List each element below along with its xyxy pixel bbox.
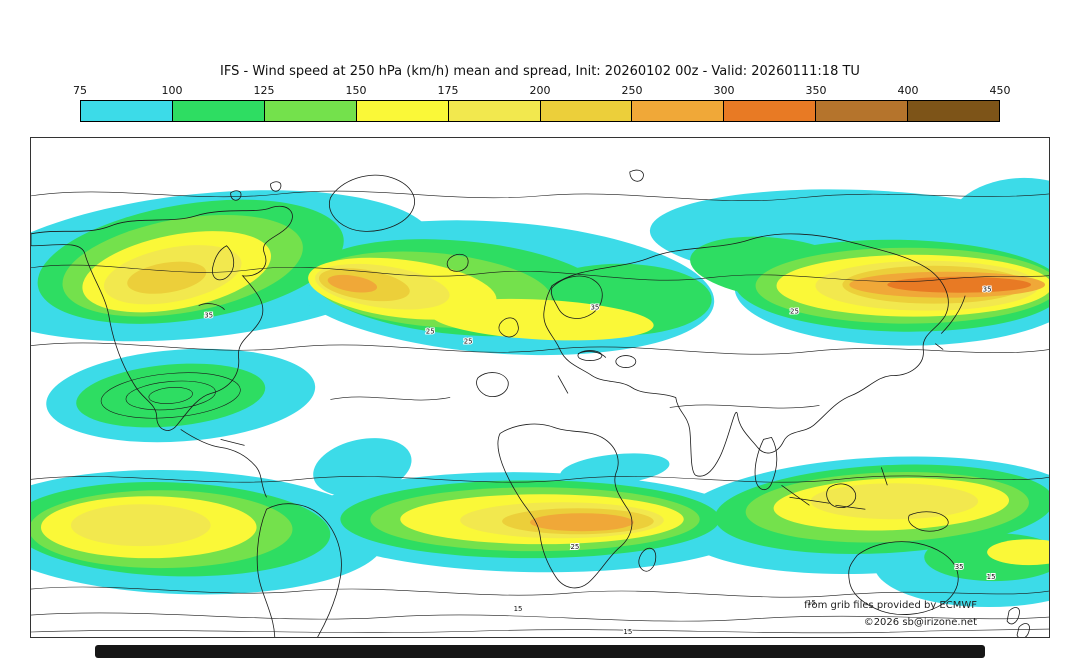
- colorbar-ticks: 75 100 125 150 175 200 250 300 350 400 450: [73, 84, 1011, 98]
- colorbar-segment: [172, 101, 265, 121]
- colorbar-tick-label: 175: [437, 84, 459, 97]
- colorbar-segment: [356, 101, 449, 121]
- colorbar-tick-label: 250: [621, 84, 643, 97]
- coastlines: [31, 169, 1030, 637]
- colorbar-tick-label: 450: [989, 84, 1011, 97]
- contour-label: 15: [623, 628, 632, 636]
- colorbar-segment: [540, 101, 633, 121]
- wind-speed-fills: [31, 177, 1049, 608]
- contour-label: 15: [514, 605, 523, 613]
- colorbar-segment: [816, 101, 909, 121]
- contour-label: 15: [987, 573, 996, 581]
- spread-contours: [31, 190, 1049, 634]
- contour-label: 25: [464, 338, 473, 346]
- contour-label: 15: [807, 599, 816, 607]
- chart-title: IFS - Wind speed at 250 hPa (km/h) mean …: [220, 64, 860, 79]
- colorbar-segment: [264, 101, 357, 121]
- contour-label: 35: [590, 304, 599, 312]
- colorbar-tick-label: 350: [805, 84, 827, 97]
- colorbar-tick-label: 100: [161, 84, 183, 97]
- colorbar-segment: [632, 101, 725, 121]
- map-frame: 35 25 25 35 25 35 25 35 15 15 15 15 from grib files…: [30, 137, 1050, 638]
- contour-label: 35: [983, 286, 992, 294]
- contour-label: 25: [790, 308, 799, 316]
- contour-label: 25: [570, 543, 579, 551]
- colorbar-tick-label: 400: [897, 84, 919, 97]
- bottom-bar: [95, 645, 985, 658]
- colorbar: 75 100 125 150 175 200 250 300 350 400 450: [73, 84, 1011, 124]
- colorbar-segment: [908, 101, 1000, 121]
- credit-ecmwf: from grib files provided by ECMWF: [804, 600, 977, 611]
- colorbar-segment: [724, 101, 817, 121]
- credit-copyright: ©2026 sb@irizone.net: [863, 617, 977, 628]
- colorbar-scale: [80, 100, 1000, 122]
- colorbar-segment: [81, 101, 173, 121]
- colorbar-tick-label: 125: [253, 84, 275, 97]
- contour-label: 35: [204, 312, 213, 320]
- contour-label: 25: [426, 328, 435, 336]
- contour-label: 35: [955, 563, 964, 571]
- colorbar-segment: [448, 101, 541, 121]
- contour-labels: 35 25 25 35 25 35 25 35 15 15 15 15: [203, 285, 996, 637]
- world-map: 35 25 25 35 25 35 25 35 15 15 15 15: [31, 169, 1049, 637]
- colorbar-tick-label: 300: [713, 84, 735, 97]
- colorbar-tick-label: 75: [73, 84, 87, 97]
- colorbar-tick-label: 150: [345, 84, 367, 97]
- colorbar-tick-label: 200: [529, 84, 551, 97]
